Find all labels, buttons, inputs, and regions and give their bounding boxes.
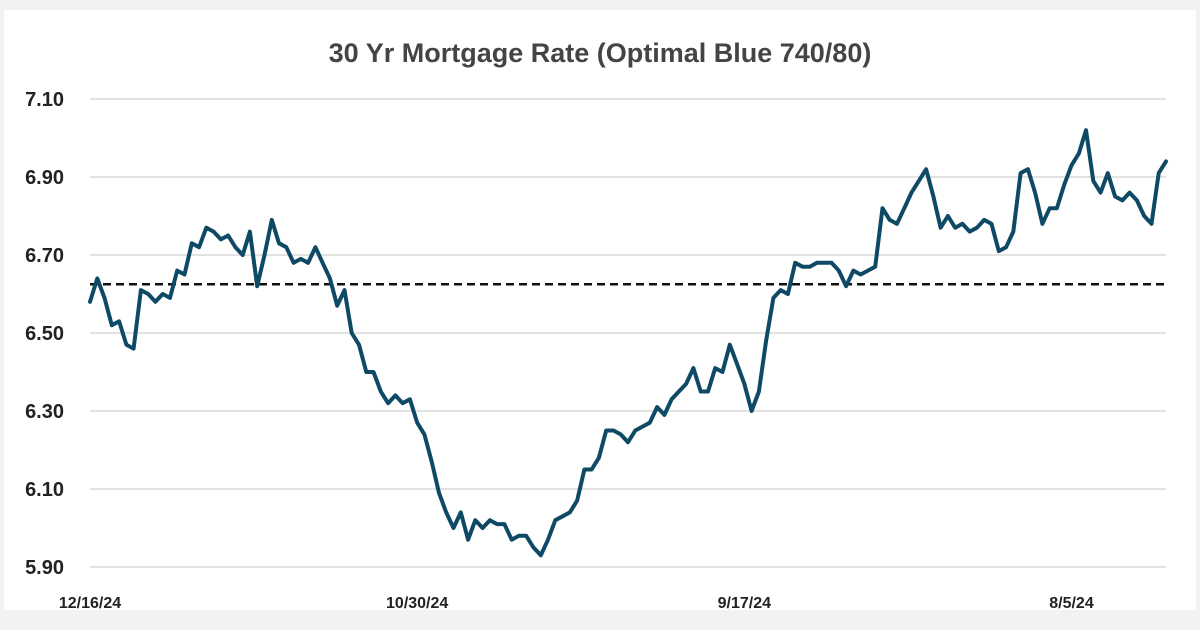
x-tick-label: 12/16/24 [59, 595, 121, 610]
y-tick-label: 6.70 [25, 245, 64, 267]
chart-card: 30 Yr Mortgage Rate (Optimal Blue 740/80… [4, 10, 1196, 610]
series-line-mortgage-rate [88, 128, 1168, 558]
y-tick-label: 6.90 [25, 167, 64, 189]
y-tick-label: 6.50 [25, 323, 64, 345]
y-tick-label: 5.90 [25, 557, 64, 579]
chart-title: 30 Yr Mortgage Rate (Optimal Blue 740/80… [328, 38, 872, 68]
y-tick-label: 6.10 [25, 479, 64, 501]
x-tick-label: 10/30/24 [386, 595, 448, 610]
x-tick-label: 8/5/24 [1049, 595, 1094, 610]
line-chart: 7.10 6.90 6.70 6.50 6.30 6.10 5.90 12/16/24 10/… [25, 89, 1168, 610]
y-tick-label: 6.30 [25, 401, 64, 423]
y-tick-label: 7.10 [25, 89, 64, 111]
x-tick-label: 9/17/24 [718, 595, 771, 610]
